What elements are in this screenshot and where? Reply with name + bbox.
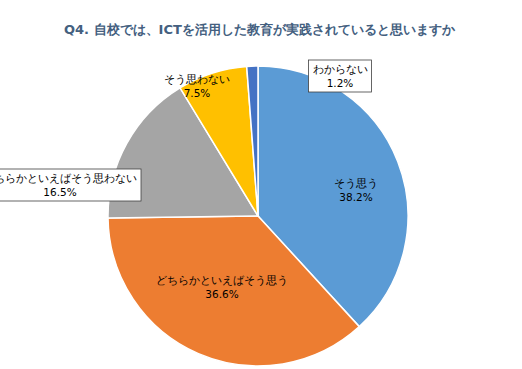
slice [180,66,258,216]
label-box [160,70,234,102]
data-label: どちらかといえばそう思う36.6% [152,271,292,303]
value-label: 7.5% [184,87,211,99]
slice [247,66,258,216]
value-label: 38.2% [339,191,372,203]
value-label: 16.5% [43,186,76,198]
data-label: どちらかといえばそう思わない16.5% [0,169,141,201]
value-label: 1.2% [327,77,354,89]
category-label: どちらかといえばそう思う [156,274,288,287]
category-label: そう思う [334,177,378,190]
title: Q4. 自校では、ICTを活用した教育が実践されていると思いますか [64,22,456,37]
data-label: わからない 1.2% [309,60,372,92]
slices [108,66,408,366]
slice [108,216,359,366]
data-label: そう思う38.2% [330,174,382,206]
label-box [0,169,141,201]
data-label: そう思わない7.5% [160,70,234,102]
label-box [330,174,382,206]
label-box [309,60,372,92]
category-label: どちらかといえばそう思わない [0,172,137,185]
label-box [152,271,292,303]
chart: Q4. 自校では、ICTを活用した教育が実践されていると思いますかそう思う38.… [0,0,522,369]
value-label: 36.6% [205,288,238,300]
data-labels: そう思う38.2% どちらかといえばそう思う36.6% どちらかといえばそう思わない… [0,60,382,303]
category-label: そう思わない [164,73,230,86]
category-label: わからない [313,63,368,75]
